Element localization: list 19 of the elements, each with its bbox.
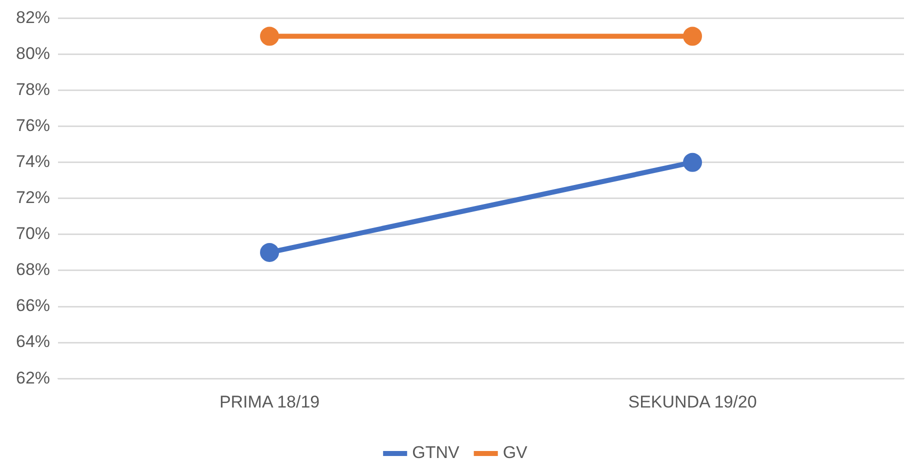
y-tick-label: 80% bbox=[16, 44, 50, 63]
x-tick-label: SEKUNDA 19/20 bbox=[628, 392, 757, 412]
y-tick-label: 74% bbox=[16, 152, 50, 172]
y-tick-label: 68% bbox=[16, 260, 50, 280]
y-tick-label: 66% bbox=[16, 296, 50, 316]
point bbox=[260, 26, 280, 46]
point bbox=[260, 242, 280, 262]
legend-label: GV bbox=[502, 443, 528, 462]
legend-label: GTNV bbox=[412, 443, 460, 462]
y-tick-label: 82% bbox=[16, 8, 50, 27]
y-tick-label: 70% bbox=[16, 224, 50, 244]
y-tick-label: 72% bbox=[16, 188, 50, 208]
point bbox=[683, 152, 702, 172]
x-tick-label: PRIMA 18/19 bbox=[219, 392, 320, 412]
y-tick-label: 64% bbox=[16, 332, 50, 352]
point bbox=[683, 26, 702, 46]
y-tick-label: 62% bbox=[16, 368, 50, 388]
y-tick-label: 76% bbox=[16, 116, 50, 136]
y-tick-label: 78% bbox=[16, 80, 50, 99]
